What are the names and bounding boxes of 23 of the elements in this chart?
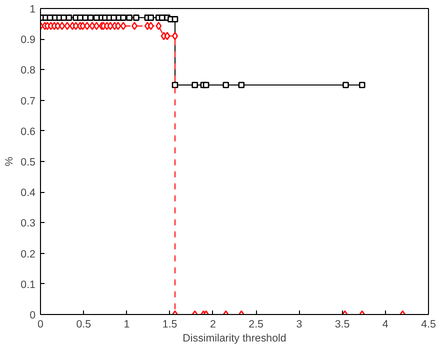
y-tick-label: 0.3 [20, 218, 36, 230]
x-tick-label: 4 [382, 318, 388, 330]
y-tick-label: 0 [30, 310, 36, 322]
x-tick-label: 1.5 [162, 318, 178, 330]
y-tick-label: 1 [30, 4, 36, 16]
y-axis-title: % [4, 156, 16, 166]
x-tick-label: 3 [296, 318, 302, 330]
x-tick-label: 2.5 [248, 318, 264, 330]
x-tick-label: 0.5 [76, 318, 92, 330]
x-tick-label: 1 [124, 318, 130, 330]
x-tick-label: 2 [210, 318, 216, 330]
y-tick-label: 0.4 [20, 187, 36, 200]
y-tick-label: 0.6 [20, 126, 36, 138]
x-tick-label: 0 [38, 318, 44, 330]
y-tick-label: 0.8 [20, 64, 36, 77]
y-tick-label: 0.2 [20, 248, 36, 260]
y-tick-label: 0.7 [20, 95, 36, 108]
x-tick-label: 4.5 [421, 318, 436, 330]
y-tick-label: 0.1 [20, 278, 36, 291]
x-axis-title: Dissimilarity threshold [182, 332, 286, 344]
y-tick-label: 0.5 [20, 156, 36, 168]
y-tick-label: 0.9 [20, 34, 36, 46]
x-tick-label: 3.5 [334, 318, 350, 330]
